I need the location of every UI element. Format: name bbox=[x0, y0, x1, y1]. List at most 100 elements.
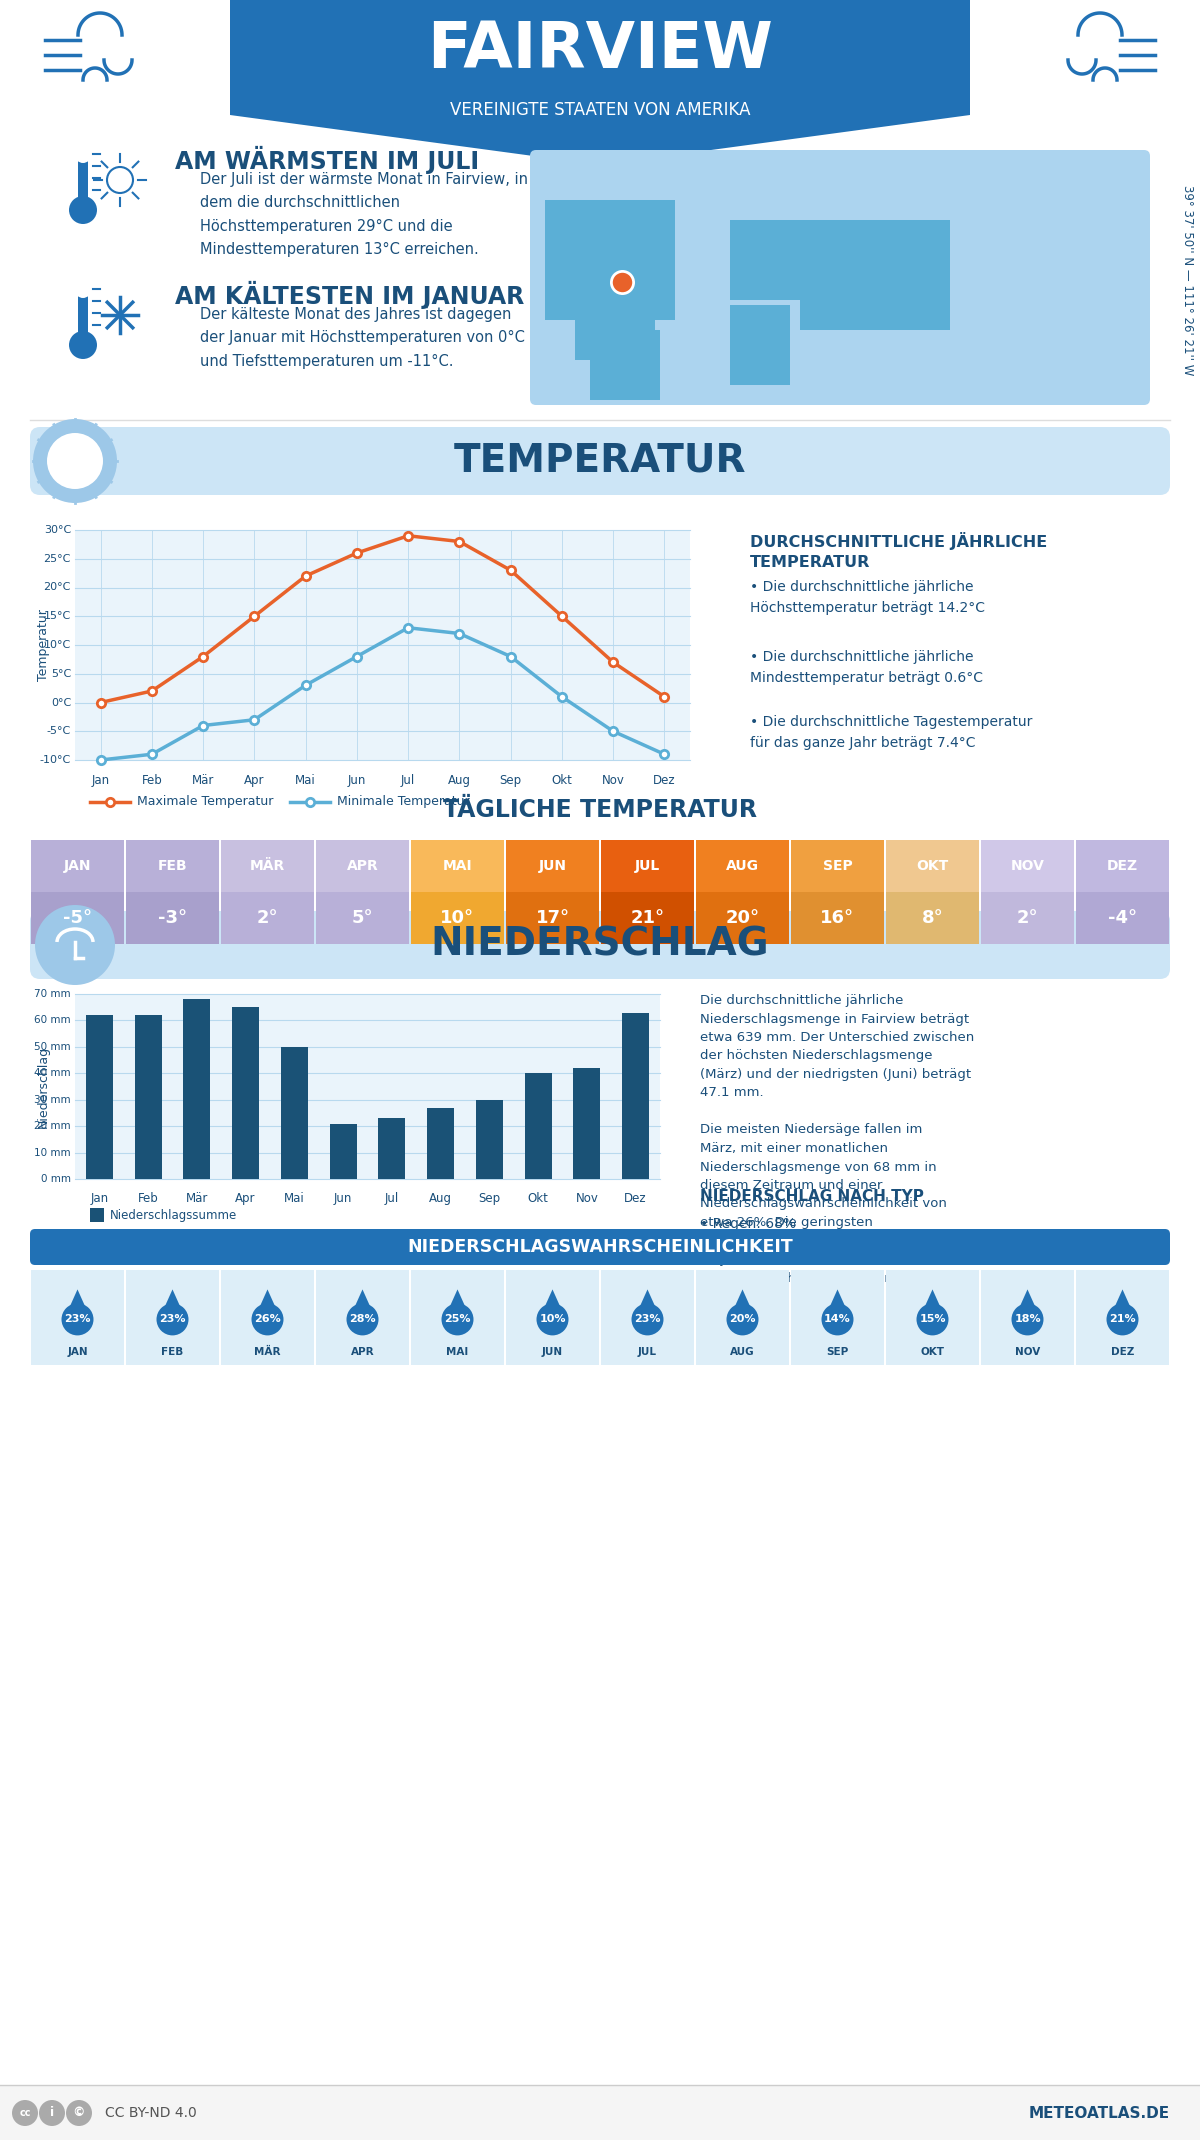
Text: 17°: 17° bbox=[535, 910, 570, 927]
Bar bbox=[886, 1269, 979, 1365]
Text: APR: APR bbox=[350, 1346, 374, 1357]
Text: Mär: Mär bbox=[192, 775, 215, 788]
Circle shape bbox=[917, 1303, 948, 1335]
Bar bbox=[791, 841, 884, 892]
Text: JUL: JUL bbox=[635, 858, 660, 873]
Text: NIEDERSCHLAG NACH TYP: NIEDERSCHLAG NACH TYP bbox=[700, 1190, 924, 1205]
Bar bbox=[233, 1008, 259, 1179]
Bar bbox=[730, 220, 800, 300]
Bar bbox=[524, 1074, 552, 1179]
Circle shape bbox=[70, 332, 97, 360]
Bar bbox=[0, 116, 1200, 426]
Polygon shape bbox=[445, 1290, 469, 1316]
Text: FAIRVIEW: FAIRVIEW bbox=[427, 19, 773, 81]
Bar bbox=[427, 1109, 454, 1179]
Bar bbox=[74, 531, 690, 760]
Text: 60 mm: 60 mm bbox=[35, 1014, 71, 1025]
Text: AM WÄRMSTEN IM JULI: AM WÄRMSTEN IM JULI bbox=[175, 146, 479, 173]
Text: cc: cc bbox=[19, 2108, 31, 2119]
Bar bbox=[791, 892, 884, 944]
Text: Apr: Apr bbox=[244, 775, 265, 788]
Bar bbox=[506, 892, 599, 944]
Bar bbox=[545, 199, 674, 321]
Text: JAN: JAN bbox=[67, 1346, 88, 1357]
Text: 26%: 26% bbox=[254, 1314, 281, 1325]
Text: Aug: Aug bbox=[448, 775, 470, 788]
Text: MAI: MAI bbox=[446, 1346, 469, 1357]
Text: APR: APR bbox=[347, 858, 378, 873]
Bar bbox=[31, 892, 124, 944]
Bar bbox=[281, 1046, 307, 1179]
Text: • Die durchschnittliche jährliche
Höchsttemperatur beträgt 14.2°C: • Die durchschnittliche jährliche Höchst… bbox=[750, 580, 985, 614]
Text: 20°C: 20°C bbox=[43, 582, 71, 593]
Text: 20°: 20° bbox=[726, 910, 760, 927]
Text: 23%: 23% bbox=[635, 1314, 661, 1325]
Text: MÄR: MÄR bbox=[250, 858, 286, 873]
Bar bbox=[86, 1014, 113, 1179]
Text: NOV: NOV bbox=[1010, 858, 1044, 873]
Text: Der Juli ist der wärmste Monat in Fairview, in
dem die durchschnittlichen
Höchst: Der Juli ist der wärmste Monat in Fairvi… bbox=[200, 171, 528, 257]
Text: TEMPERATUR: TEMPERATUR bbox=[454, 443, 746, 479]
Text: ©: © bbox=[73, 2106, 85, 2119]
Circle shape bbox=[70, 197, 97, 225]
Text: • Schnee: 32%: • Schnee: 32% bbox=[700, 1241, 803, 1254]
Bar bbox=[696, 892, 790, 944]
Bar bbox=[623, 1012, 649, 1179]
Circle shape bbox=[726, 1303, 758, 1335]
Bar bbox=[126, 1269, 220, 1365]
Bar bbox=[506, 841, 599, 892]
Text: JUL: JUL bbox=[638, 1346, 658, 1357]
Text: 50 mm: 50 mm bbox=[35, 1042, 71, 1053]
Text: AUG: AUG bbox=[730, 1346, 755, 1357]
Text: Jun: Jun bbox=[348, 775, 366, 788]
Bar bbox=[316, 1269, 409, 1365]
Text: Mai: Mai bbox=[284, 1192, 305, 1205]
Text: 30 mm: 30 mm bbox=[35, 1096, 71, 1104]
Text: Feb: Feb bbox=[142, 775, 162, 788]
FancyBboxPatch shape bbox=[30, 428, 1170, 494]
Text: JUN: JUN bbox=[539, 858, 566, 873]
Circle shape bbox=[107, 167, 133, 193]
Bar bbox=[0, 0, 1200, 90]
Text: 70 mm: 70 mm bbox=[35, 989, 71, 999]
Circle shape bbox=[74, 148, 91, 163]
Bar bbox=[1076, 1269, 1169, 1365]
Text: Aug: Aug bbox=[430, 1192, 452, 1205]
Bar bbox=[506, 1269, 599, 1365]
Bar bbox=[476, 1100, 503, 1179]
Text: TÄGLICHE TEMPERATUR: TÄGLICHE TEMPERATUR bbox=[443, 798, 757, 822]
Bar bbox=[90, 1207, 104, 1222]
Polygon shape bbox=[731, 1290, 755, 1316]
Polygon shape bbox=[350, 1290, 374, 1316]
Bar bbox=[31, 1269, 124, 1365]
Bar bbox=[886, 841, 979, 892]
Circle shape bbox=[74, 282, 91, 297]
Polygon shape bbox=[256, 1290, 280, 1316]
Text: AM KÄLTESTEN IM JANUAR: AM KÄLTESTEN IM JANUAR bbox=[175, 280, 524, 308]
Polygon shape bbox=[161, 1290, 185, 1316]
Text: 40 mm: 40 mm bbox=[35, 1068, 71, 1079]
Text: FEB: FEB bbox=[161, 1346, 184, 1357]
Circle shape bbox=[347, 1303, 378, 1335]
Bar bbox=[601, 1269, 694, 1365]
Text: Nov: Nov bbox=[576, 1192, 599, 1205]
Bar bbox=[410, 841, 504, 892]
Circle shape bbox=[252, 1303, 283, 1335]
Bar bbox=[330, 1124, 356, 1179]
Text: i: i bbox=[50, 2106, 54, 2119]
Text: Maximale Temperatur: Maximale Temperatur bbox=[137, 796, 274, 809]
Text: • Regen: 68%: • Regen: 68% bbox=[700, 1218, 796, 1230]
Circle shape bbox=[35, 905, 115, 984]
Text: Okt: Okt bbox=[528, 1192, 548, 1205]
Bar bbox=[221, 841, 314, 892]
Text: Mär: Mär bbox=[186, 1192, 208, 1205]
Bar bbox=[575, 310, 655, 360]
Text: Jun: Jun bbox=[334, 1192, 353, 1205]
Text: 20 mm: 20 mm bbox=[35, 1121, 71, 1132]
Circle shape bbox=[822, 1303, 853, 1335]
Text: 16°: 16° bbox=[821, 910, 854, 927]
Text: Temperatur: Temperatur bbox=[36, 610, 49, 681]
Text: 10 mm: 10 mm bbox=[35, 1147, 71, 1158]
Text: METEOATLAS.DE: METEOATLAS.DE bbox=[1028, 2106, 1170, 2121]
Circle shape bbox=[47, 432, 103, 490]
